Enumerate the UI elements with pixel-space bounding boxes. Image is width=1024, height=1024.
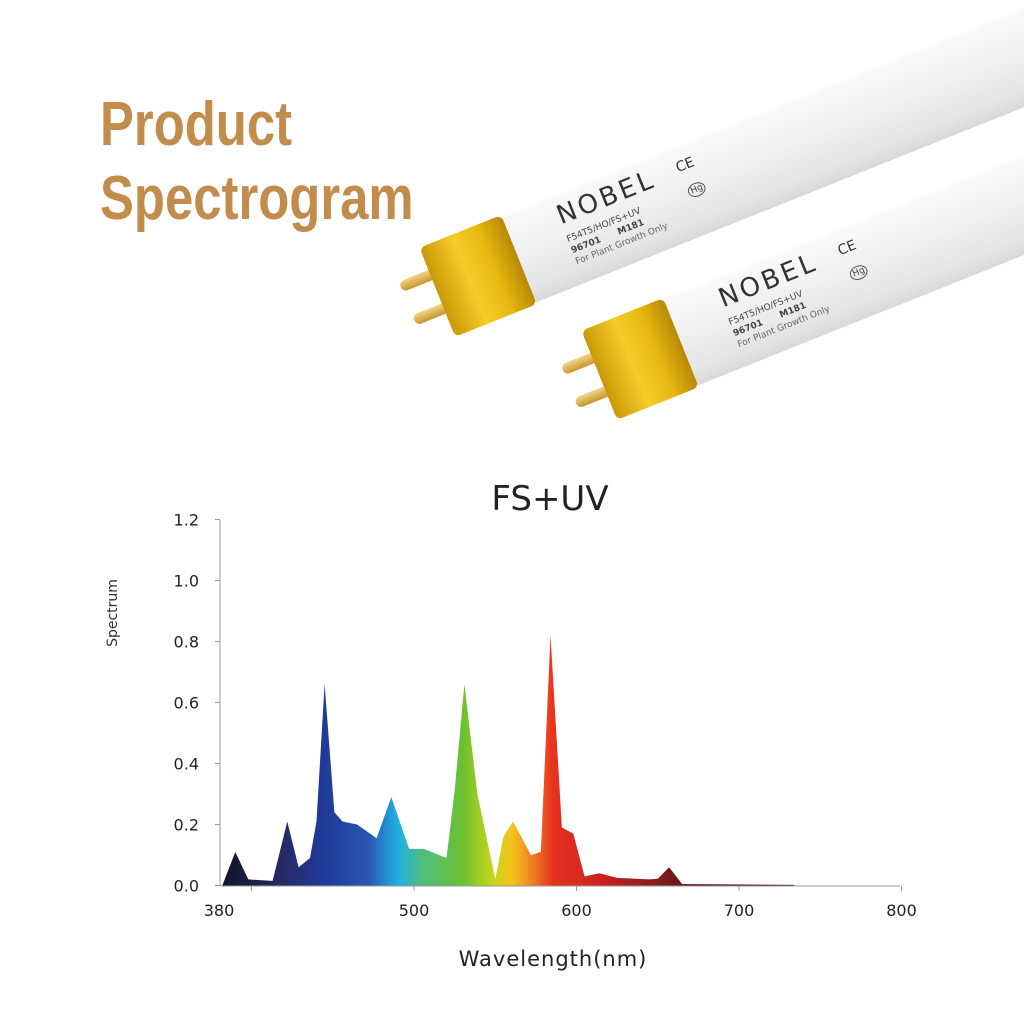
y-axis-label: Spectrum xyxy=(105,579,121,647)
y-tick-label: 0.0 xyxy=(174,877,199,896)
title-line-2: Spectrogram xyxy=(100,164,414,233)
y-tick-label: 0.6 xyxy=(174,694,199,713)
x-tick-label: 380 xyxy=(204,901,235,920)
chart-title: FS+UV xyxy=(491,479,608,519)
y-tick-label: 1.0 xyxy=(174,572,199,591)
spectrum-area xyxy=(222,635,795,886)
x-tick-label: 500 xyxy=(399,901,430,920)
x-tick-label: 800 xyxy=(886,901,917,920)
y-tick-label: 0.4 xyxy=(174,755,199,774)
x-tick-label: 700 xyxy=(724,901,755,920)
title-line-1: Product xyxy=(100,90,293,159)
y-tick-label: 1.2 xyxy=(174,511,199,530)
y-tick-label: 0.8 xyxy=(174,633,199,652)
x-tick-label: 600 xyxy=(561,901,592,920)
y-tick-label: 0.2 xyxy=(174,816,199,835)
x-axis-label: Wavelength(nm) xyxy=(459,947,648,971)
page-title: Product Spectrogram xyxy=(100,88,414,236)
